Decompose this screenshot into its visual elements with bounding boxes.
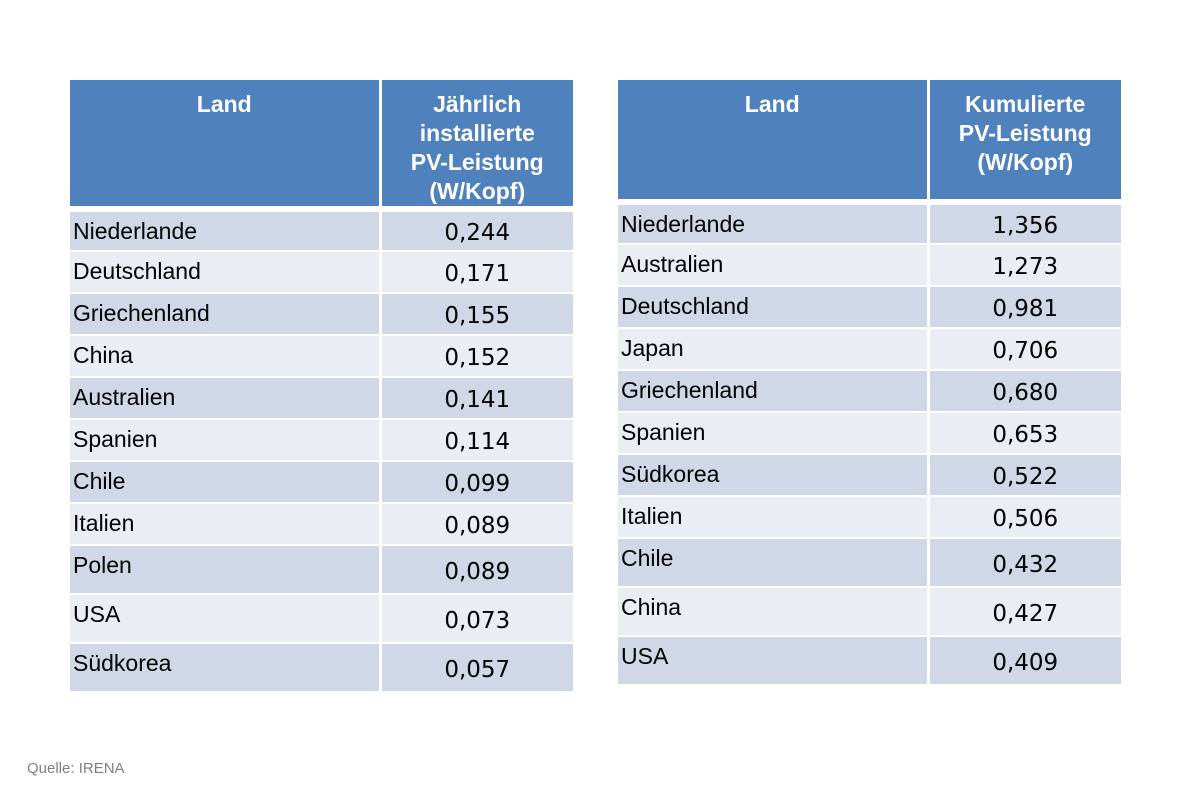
table-row: USA 0,073 <box>70 594 573 644</box>
table-row: Italien 0,506 <box>618 496 1121 539</box>
value-cell: 0,522 <box>928 454 1121 497</box>
table-row: Niederlande 0,244 <box>70 209 573 252</box>
table-row: USA 0,409 <box>618 636 1121 686</box>
value-cell: 0,506 <box>928 496 1121 539</box>
country-cell: USA <box>70 594 382 644</box>
country-cell: Italien <box>618 496 930 539</box>
country-cell: Australien <box>618 244 930 287</box>
country-cell: Griechenland <box>70 293 382 336</box>
table-row: Südkorea 0,057 <box>70 643 573 693</box>
country-cell: China <box>70 335 382 378</box>
header-text-line: installierte <box>419 120 535 146</box>
table-row: Spanien 0,653 <box>618 412 1121 455</box>
country-cell: USA <box>618 636 930 686</box>
header-text-line: PV-Leistung <box>958 120 1092 146</box>
value-cell: 0,706 <box>928 328 1121 371</box>
value-cell: 0,171 <box>380 251 573 294</box>
value-cell: 0,432 <box>928 538 1121 588</box>
value-cell: 0,155 <box>380 293 573 336</box>
table-row: Italien 0,089 <box>70 503 573 546</box>
table-row: Griechenland 0,680 <box>618 370 1121 413</box>
table-body: Niederlande 1,356 Australien 1,273 Deutschla… <box>618 202 1121 686</box>
header-text-line: PV-Leistung <box>410 149 544 175</box>
country-cell: Italien <box>70 503 382 546</box>
country-cell: Deutschland <box>618 286 930 329</box>
table-row: Niederlande 1,356 <box>618 202 1121 245</box>
value-cell: 0,114 <box>380 419 573 462</box>
country-cell: Spanien <box>618 412 930 455</box>
country-cell: Australien <box>70 377 382 420</box>
value-cell: 1,273 <box>928 244 1121 287</box>
header-annual-pv: Jährlich installierte PV-Leistung (W/Kopf) <box>380 80 573 212</box>
value-cell: 0,409 <box>928 636 1121 686</box>
header-cumulative-pv: Kumulierte PV-Leistung (W/Kopf) <box>928 80 1121 205</box>
table-row: Deutschland 0,171 <box>70 251 573 294</box>
source-note: Quelle: IRENA <box>27 760 125 777</box>
header-text-line: Jährlich <box>433 91 522 117</box>
table-header-row: Land Jährlich installierte PV-Leistung (W/K… <box>70 80 573 212</box>
table-row: Spanien 0,114 <box>70 419 573 462</box>
header-text-line: Land <box>196 91 252 117</box>
country-cell: Spanien <box>70 419 382 462</box>
table-row: Polen 0,089 <box>70 545 573 595</box>
value-cell: 0,244 <box>380 209 573 252</box>
header-land: Land <box>70 80 382 212</box>
table-row: Chile 0,099 <box>70 461 573 504</box>
header-text-line: Land <box>744 91 800 117</box>
country-cell: Niederlande <box>618 202 930 245</box>
table-row: China 0,427 <box>618 587 1121 637</box>
value-cell: 0,073 <box>380 594 573 644</box>
country-cell: Südkorea <box>70 643 382 693</box>
table-row: Chile 0,432 <box>618 538 1121 588</box>
country-cell: Deutschland <box>70 251 382 294</box>
header-text-line: (W/Kopf) <box>977 149 1074 175</box>
value-cell: 0,099 <box>380 461 573 504</box>
value-cell: 0,152 <box>380 335 573 378</box>
value-cell: 0,653 <box>928 412 1121 455</box>
value-cell: 0,089 <box>380 545 573 595</box>
value-cell: 0,141 <box>380 377 573 420</box>
country-cell: China <box>618 587 930 637</box>
header-text-line: Kumulierte <box>965 91 1086 117</box>
country-cell: Japan <box>618 328 930 371</box>
value-cell: 1,356 <box>928 202 1121 245</box>
table-row: Deutschland 0,981 <box>618 286 1121 329</box>
value-cell: 0,089 <box>380 503 573 546</box>
value-cell: 0,981 <box>928 286 1121 329</box>
country-cell: Griechenland <box>618 370 930 413</box>
table-row: Griechenland 0,155 <box>70 293 573 336</box>
table-row: Japan 0,706 <box>618 328 1121 371</box>
table-row: Südkorea 0,522 <box>618 454 1121 497</box>
annual-pv-table: Land Jährlich installierte PV-Leistung (W/K… <box>70 80 573 693</box>
table-row: China 0,152 <box>70 335 573 378</box>
cumulative-pv-table: Land Kumulierte PV-Leistung (W/Kopf) Niede… <box>618 80 1121 686</box>
value-cell: 0,427 <box>928 587 1121 637</box>
value-cell: 0,680 <box>928 370 1121 413</box>
header-text-line: (W/Kopf) <box>429 178 526 204</box>
table-header-row: Land Kumulierte PV-Leistung (W/Kopf) <box>618 80 1121 205</box>
table-row: Australien 0,141 <box>70 377 573 420</box>
country-cell: Südkorea <box>618 454 930 497</box>
value-cell: 0,057 <box>380 643 573 693</box>
country-cell: Polen <box>70 545 382 595</box>
table-row: Australien 1,273 <box>618 244 1121 287</box>
country-cell: Chile <box>618 538 930 588</box>
header-land: Land <box>618 80 930 205</box>
country-cell: Chile <box>70 461 382 504</box>
country-cell: Niederlande <box>70 209 382 252</box>
table-body: Niederlande 0,244 Deutschland 0,171 Griechen… <box>70 209 573 693</box>
